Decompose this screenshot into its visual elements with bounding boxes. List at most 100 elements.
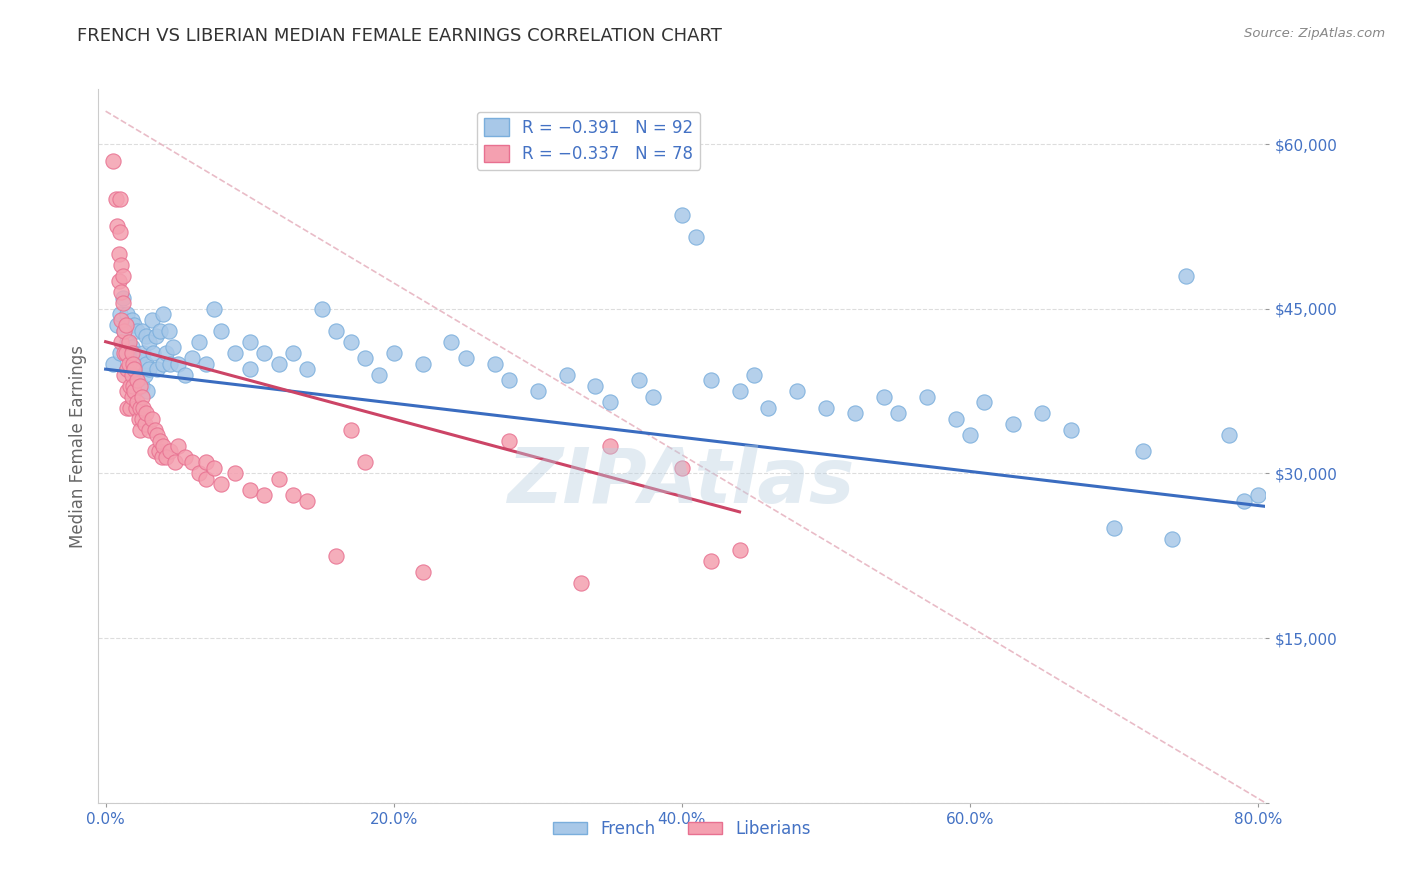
Point [115, 334, 138, 349]
Point [127, 324, 149, 338]
Point [138, 423, 160, 437]
Point [267, 472, 290, 486]
Point [118, 334, 141, 349]
Point [111, 296, 134, 310]
Point [121, 312, 143, 326]
Point [181, 455, 204, 469]
Point [157, 324, 180, 338]
Point [118, 357, 141, 371]
Point [127, 373, 149, 387]
Point [339, 334, 361, 349]
Point [756, 401, 779, 415]
Point [440, 334, 463, 349]
Point [585, 378, 607, 392]
Point [129, 423, 152, 437]
Point [188, 467, 211, 481]
Point [527, 384, 550, 398]
Point [114, 318, 136, 333]
Point [121, 368, 143, 382]
Point [1233, 494, 1256, 508]
Point [105, 318, 128, 333]
Point [124, 318, 146, 333]
Point [115, 362, 138, 376]
Point [181, 351, 204, 366]
Point [699, 554, 721, 568]
Text: FRENCH VS LIBERIAN MEDIAN FEMALE EARNINGS CORRELATION CHART: FRENCH VS LIBERIAN MEDIAN FEMALE EARNING… [77, 27, 723, 45]
Point [569, 576, 592, 591]
Point [105, 219, 128, 234]
Point [141, 411, 163, 425]
Text: ZIPAtlas: ZIPAtlas [508, 445, 856, 518]
Point [112, 368, 135, 382]
Point [267, 357, 290, 371]
Point [195, 357, 218, 371]
Point [124, 384, 146, 398]
Point [742, 368, 765, 382]
Point [124, 362, 146, 376]
Point [152, 307, 174, 321]
Point [149, 324, 172, 338]
Point [325, 324, 347, 338]
Point [643, 390, 665, 404]
Point [107, 274, 129, 288]
Point [148, 444, 170, 458]
Point [166, 439, 188, 453]
Point [149, 434, 172, 448]
Point [973, 395, 995, 409]
Point [131, 411, 153, 425]
Point [138, 334, 160, 349]
Point [145, 329, 167, 343]
Point [110, 334, 132, 349]
Point [253, 488, 276, 502]
Point [1218, 428, 1240, 442]
Point [1002, 417, 1025, 431]
Point [112, 324, 135, 338]
Point [195, 455, 218, 469]
Point [155, 450, 177, 464]
Point [844, 406, 866, 420]
Point [112, 324, 135, 338]
Point [1132, 444, 1154, 458]
Point [127, 395, 149, 409]
Point [115, 362, 138, 376]
Point [120, 401, 142, 415]
Point [627, 373, 650, 387]
Point [152, 439, 174, 453]
Point [959, 428, 981, 442]
Point [311, 301, 333, 316]
Point [368, 368, 391, 382]
Point [115, 307, 138, 321]
Point [115, 384, 138, 398]
Point [945, 411, 967, 425]
Point [114, 345, 136, 359]
Point [128, 351, 150, 366]
Point [135, 357, 157, 371]
Point [120, 378, 142, 392]
Point [412, 566, 434, 580]
Point [104, 192, 127, 206]
Point [1247, 488, 1270, 502]
Point [728, 384, 751, 398]
Point [110, 258, 132, 272]
Point [173, 450, 195, 464]
Point [143, 444, 166, 458]
Point [872, 390, 894, 404]
Point [132, 401, 155, 415]
Point [239, 334, 262, 349]
Point [138, 362, 160, 376]
Point [115, 401, 138, 415]
Point [128, 411, 150, 425]
Point [209, 324, 232, 338]
Point [111, 291, 134, 305]
Point [814, 401, 837, 415]
Point [281, 488, 304, 502]
Point [239, 483, 262, 497]
Point [599, 439, 621, 453]
Point [122, 357, 145, 371]
Point [253, 345, 276, 359]
Point [209, 477, 232, 491]
Point [297, 362, 319, 376]
Point [1175, 268, 1198, 283]
Point [339, 423, 361, 437]
Point [166, 357, 188, 371]
